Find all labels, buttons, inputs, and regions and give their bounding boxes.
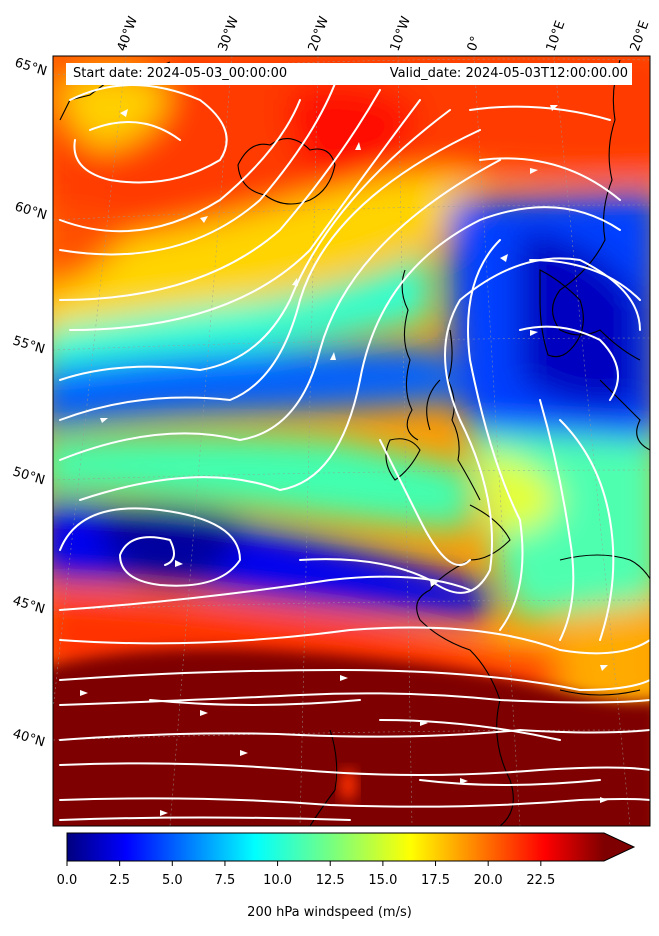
colorbar-tick-label: 10.0	[263, 873, 292, 888]
colorbar-tick-label: 7.5	[215, 873, 236, 888]
colorbar: 0.0 2.5 5.0 7.5 10.0 12.5 15.0 17.5 20.0 22.5	[57, 832, 636, 888]
colorbar-tick-label: 0.0	[57, 873, 78, 888]
valid-date: Valid_date: 2024-05-03T12:00:00.00	[389, 66, 628, 81]
colorbar-tick-label: 15.0	[368, 873, 397, 888]
lat-label-65n: 65°N	[13, 55, 49, 79]
lat-label-45n: 45°N	[11, 593, 47, 617]
lon-label-40w: 40°W	[115, 14, 141, 53]
colorbar-tick-label: 17.5	[421, 873, 450, 888]
start-date: Start date: 2024-05-03_00:00:00	[73, 66, 288, 81]
colorbar-tick-label: 12.5	[316, 873, 345, 888]
lon-label-20e: 20°E	[628, 19, 653, 54]
lon-label-10e: 10°E	[544, 19, 569, 54]
lat-label-60n: 60°N	[13, 199, 49, 223]
date-header: Start date: 2024-05-03_00:00:00 Valid_da…	[66, 63, 632, 85]
windspeed-field	[53, 56, 650, 826]
graticule	[53, 56, 650, 826]
colorbar-tick-label: 5.0	[162, 873, 183, 888]
lat-label-50n: 50°N	[11, 464, 47, 488]
colorbar-ticks: 0.0 2.5 5.0 7.5 10.0 12.5 15.0 17.5 20.0 22.5	[57, 861, 555, 888]
colorbar-fill	[67, 833, 604, 861]
map-frame	[52, 55, 651, 827]
lon-label-20w: 20°W	[306, 14, 332, 53]
lat-label-40n: 40°N	[11, 726, 47, 750]
colorbar-outline	[66, 832, 636, 862]
colorbar-label: 200 hPa windspeed (m/s)	[247, 905, 412, 920]
lon-label-30w: 30°W	[216, 14, 242, 53]
lon-label-0: 0°	[465, 34, 484, 53]
lat-label-55n: 55°N	[11, 333, 47, 357]
lon-label-10w: 10°W	[388, 14, 414, 53]
longitude-labels: 40°W 30°W 20°W 10°W 0° 10°E 20°E	[115, 14, 653, 53]
colorbar-tick-label: 2.5	[109, 873, 130, 888]
colorbar-extend-arrow	[604, 833, 634, 861]
streamline-arrows	[80, 105, 608, 816]
latitude-labels: 65°N 60°N 55°N 50°N 45°N 40°N	[11, 55, 49, 750]
colorbar-tick-label: 22.5	[526, 873, 555, 888]
colorbar-tick-label: 20.0	[474, 873, 503, 888]
